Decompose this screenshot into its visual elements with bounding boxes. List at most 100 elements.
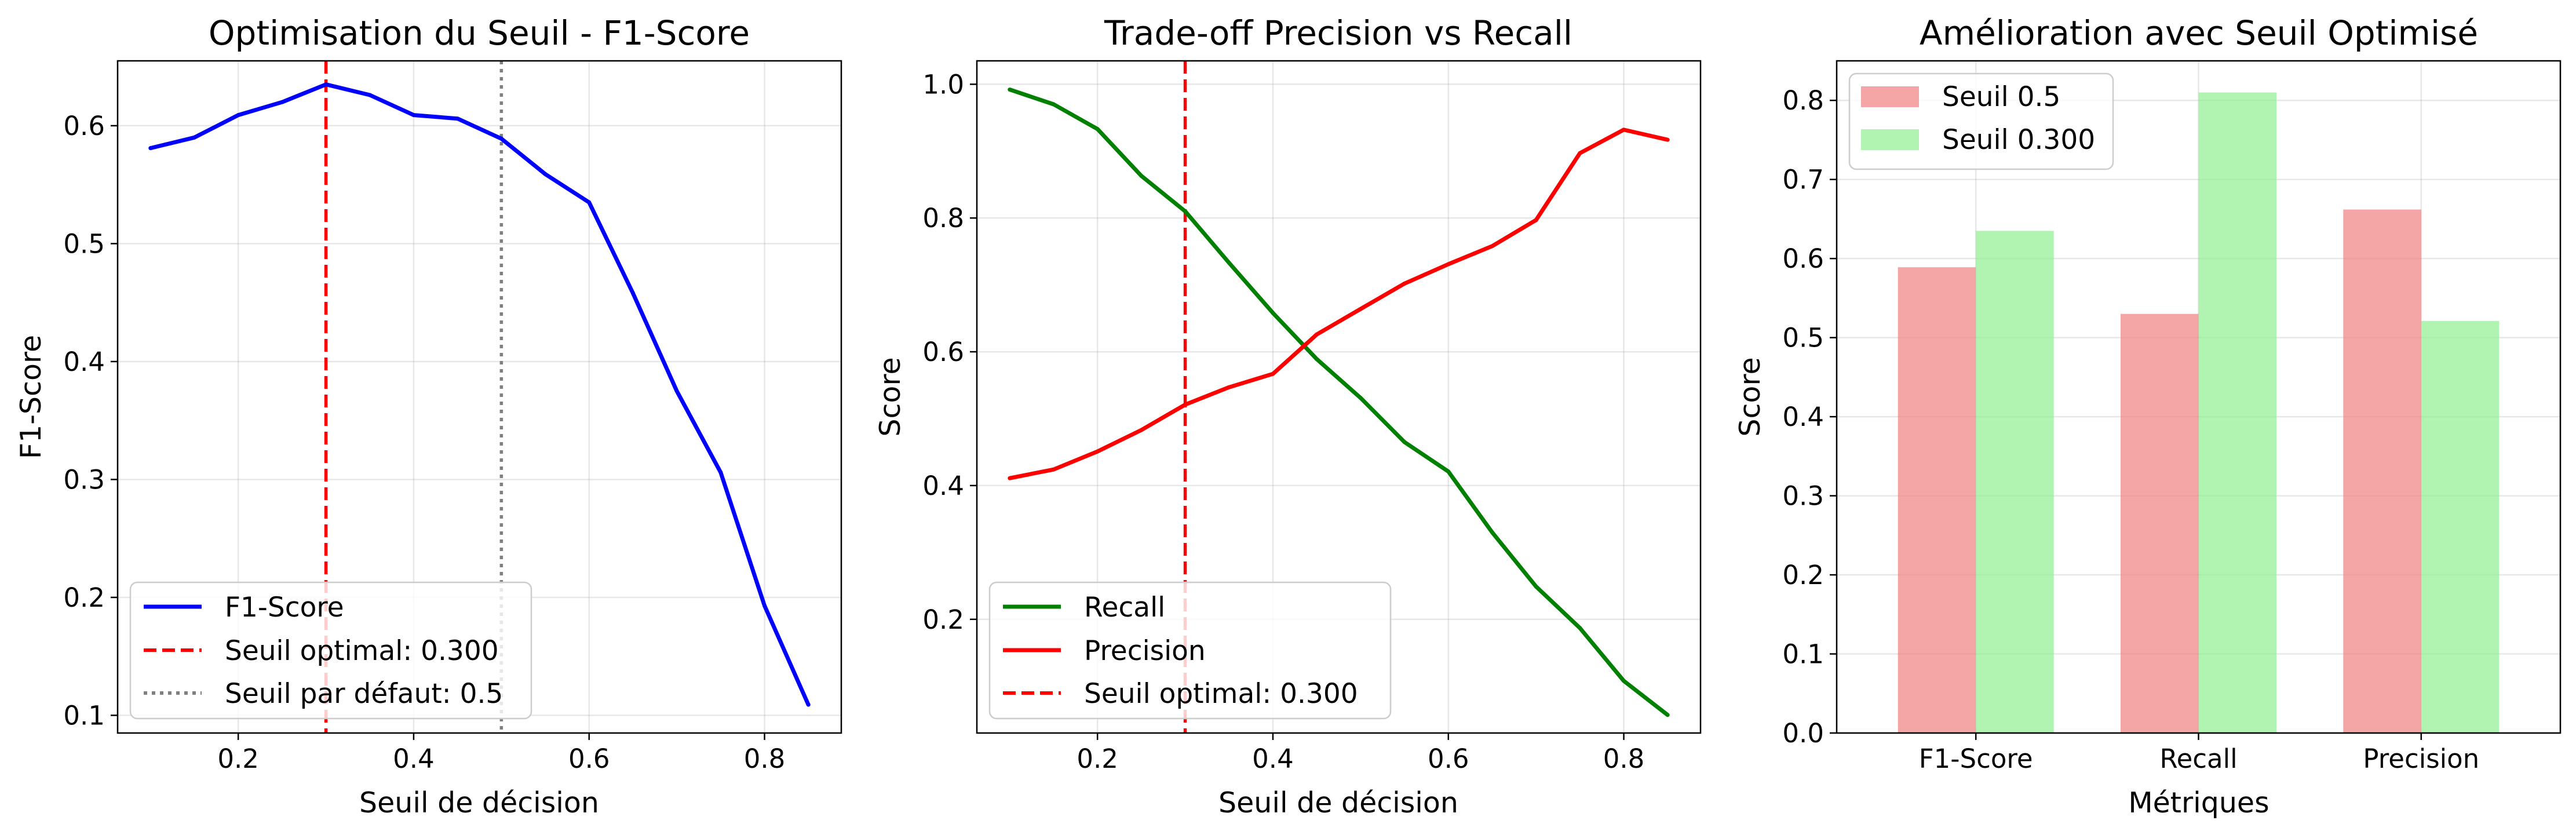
y-tick-label: 0.2: [1782, 560, 1824, 590]
legend: F1-Score Seuil optimal: 0.300 Seuil par …: [129, 581, 532, 720]
data-point-f1-score: [718, 470, 723, 475]
data-point-recall: [1227, 261, 1231, 265]
data-point-precision: [1578, 151, 1582, 155]
legend-label-threshold-0-5: Seuil 0.5: [1942, 81, 2060, 113]
data-point-recall: [1402, 440, 1407, 444]
x-tick-label: 0.8: [1603, 743, 1645, 774]
bar-seuil-0-5-recall: [2120, 313, 2199, 733]
data-point-precision: [1446, 262, 1451, 267]
data-point-precision: [1095, 449, 1100, 454]
y-tick-label: 0.6: [922, 337, 964, 367]
data-point-f1-score: [455, 116, 460, 121]
data-point-f1-score: [236, 113, 240, 118]
data-point-recall: [1534, 584, 1538, 589]
legend-swatch-threshold-0-300: [1861, 129, 1919, 150]
data-point-precision: [1622, 127, 1626, 132]
data-point-precision: [1358, 307, 1363, 311]
data-point-recall: [1358, 396, 1363, 400]
legend-box: [988, 581, 1392, 720]
data-point-precision: [1490, 244, 1494, 249]
legend-label-default-threshold: Seuil par défaut: 0.5: [225, 678, 503, 710]
y-tick-label: 0.7: [1782, 165, 1824, 195]
data-point-recall: [1183, 209, 1188, 214]
legend-label-optimal-threshold: Seuil optimal: 0.300: [1084, 678, 1358, 710]
data-point-recall: [1622, 679, 1626, 683]
x-tick-label: 0.2: [217, 743, 259, 774]
data-point-recall: [1446, 469, 1451, 474]
y-ticks: 0.2 0.4 0.6 0.8 1.0: [922, 69, 977, 635]
x-axis-label: Seuil de décision: [359, 786, 599, 819]
data-point-recall: [1665, 713, 1670, 717]
y-tick-label: 0.6: [1782, 243, 1824, 274]
panel-f1-threshold: Optimisation du Seuil - F1-Score 0.2 0.4 0…: [14, 13, 842, 819]
y-tick-label: 0.3: [63, 464, 105, 495]
data-point-f1-score: [806, 702, 811, 707]
data-point-recall: [1139, 174, 1144, 178]
y-tick-label: 0.2: [922, 604, 964, 635]
x-tick-label: 0.4: [1252, 743, 1294, 774]
data-point-recall: [1051, 102, 1056, 107]
bar-seuil-0-300-recall: [2198, 92, 2277, 733]
data-point-f1-score: [762, 603, 767, 608]
data-point-f1-score: [630, 291, 635, 296]
legend: Recall Precision Seuil optimal: 0.300: [988, 581, 1392, 720]
y-ticks: 0.1 0.2 0.3 0.4 0.5 0.6: [63, 111, 118, 731]
bar-seuil-0-300-precision: [2421, 320, 2500, 733]
series-line-precision: [1009, 127, 1668, 480]
x-ticks: 0.2 0.4 0.6 0.8: [1077, 733, 1644, 774]
data-point-recall: [1095, 127, 1100, 132]
data-point-precision: [1227, 385, 1231, 389]
y-tick-label: 0.6: [63, 111, 105, 141]
data-point-recall: [1315, 357, 1319, 362]
y-tick-label: 0.0: [1782, 718, 1824, 749]
data-point-precision: [1008, 476, 1012, 480]
data-point-f1-score: [148, 146, 153, 151]
x-tick-label-precision: Precision: [2363, 743, 2479, 774]
x-tick-label-f1-score: F1-Score: [1919, 743, 2033, 774]
axes-frame: [116, 60, 842, 734]
legend-label-threshold-0-300: Seuil 0.300: [1942, 124, 2095, 156]
bar-seuil-0-300-f1-score: [1976, 231, 2054, 734]
x-ticks: 0.2 0.4 0.6 0.8: [217, 733, 785, 774]
chart-title: Trade-off Precision vs Recall: [1104, 13, 1572, 53]
legend-label-recall: Recall: [1084, 592, 1165, 623]
plot-area: [1898, 92, 2500, 734]
data-point-precision: [1402, 281, 1407, 286]
data-point-precision: [1183, 402, 1188, 407]
legend-label-optimal-threshold: Seuil optimal: 0.300: [225, 635, 499, 667]
y-tick-label: 0.2: [63, 582, 105, 613]
y-tick-label: 0.4: [1782, 402, 1824, 432]
legend: Seuil 0.5 Seuil 0.300: [1848, 72, 2114, 170]
data-point-precision: [1139, 428, 1144, 432]
series-line-recall: [1009, 87, 1669, 717]
y-axis-label: Score: [874, 357, 907, 436]
x-tick-label: 0.8: [744, 743, 786, 774]
axes-frame: [976, 60, 1702, 734]
y-axis-label: F1-Score: [14, 335, 48, 459]
data-point-f1-score: [280, 100, 284, 104]
data-point-precision: [1315, 332, 1319, 337]
data-point-f1-score: [192, 135, 196, 140]
data-point-f1-score: [367, 93, 372, 97]
y-tick-label: 0.1: [63, 700, 105, 731]
data-point-recall: [1490, 530, 1494, 535]
legend-swatch-threshold-0-5: [1861, 86, 1919, 107]
legend-label-f1-score: F1-Score: [225, 592, 344, 623]
data-point-f1-score: [587, 200, 592, 205]
data-point-f1-score: [324, 82, 329, 87]
data-point-precision: [1051, 467, 1056, 472]
y-tick-label: 1.0: [922, 69, 964, 100]
y-tick-label: 0.4: [63, 347, 105, 377]
data-point-f1-score: [411, 113, 416, 118]
y-tick-label: 0.5: [1782, 323, 1824, 353]
panel-threshold-improvement: Amélioration avec Seuil Optimisé F1-Scor…: [1734, 13, 2562, 819]
data-point-recall: [1578, 626, 1582, 630]
x-tick-label: 0.6: [568, 743, 610, 774]
x-ticks: F1-Score Recall Precision: [1919, 733, 2479, 774]
y-ticks: 0.0 0.1 0.2 0.3 0.4 0.5 0.6 0.7 0.8: [1782, 85, 1837, 749]
y-tick-label: 0.5: [63, 228, 105, 259]
series-line-f1-score: [149, 82, 811, 706]
x-tick-label: 0.2: [1077, 743, 1118, 774]
data-point-recall: [1008, 87, 1012, 92]
